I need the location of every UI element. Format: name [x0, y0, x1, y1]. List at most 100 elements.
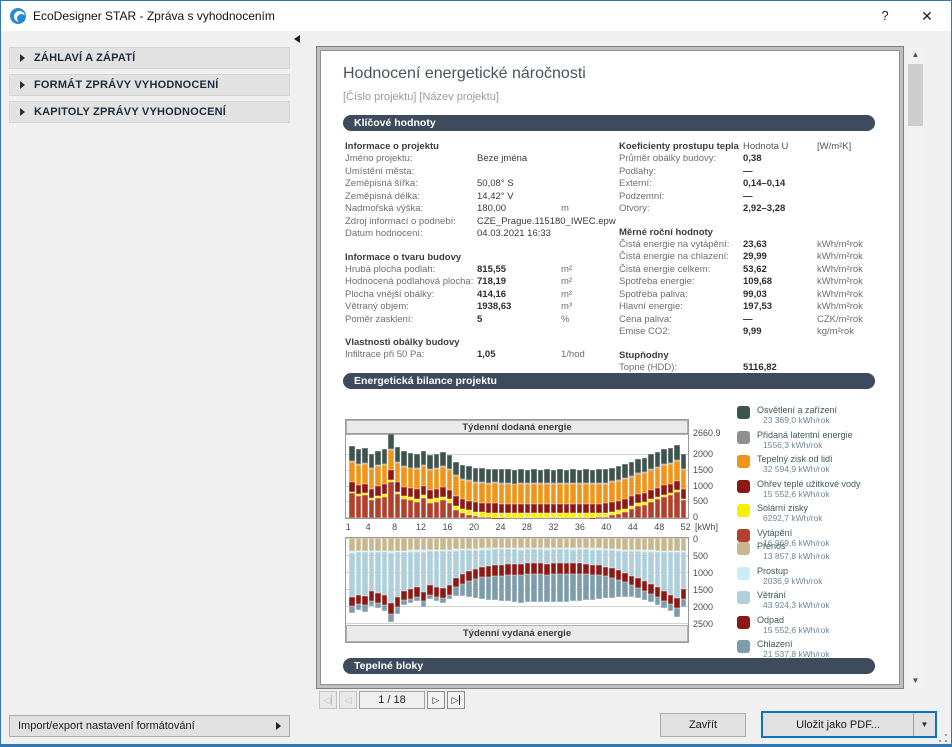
bar-segment [414, 597, 420, 602]
bar-segment [680, 550, 686, 553]
first-page-button[interactable]: ◁ [319, 691, 337, 709]
page-number-field[interactable]: 1 / 18 [359, 691, 425, 709]
next-page-button[interactable]: ▷ [427, 691, 445, 709]
bar-segment [615, 480, 621, 482]
bar-week-15 [440, 452, 446, 518]
bar-week-34 [563, 469, 569, 518]
bar-segment [381, 552, 387, 595]
bar-segment [498, 503, 504, 513]
bar-segment [609, 577, 615, 598]
bar-segment [589, 504, 595, 514]
bar-segment [563, 549, 569, 563]
bar-segment [394, 482, 400, 492]
bar-week-45 [635, 538, 641, 599]
bar-segment [557, 547, 563, 550]
bar-segment [544, 548, 550, 550]
kv-row: Podzemní: — [619, 190, 753, 202]
bar-segment [589, 548, 595, 550]
kv-row: Čistá energie celkem: 53,62 kWh/m²rok [619, 263, 863, 275]
bar-segment [661, 464, 667, 485]
save-as-pdf-button[interactable]: Uložit jako PDF... ▼ [761, 711, 937, 738]
bar-segment [648, 538, 654, 551]
bar-week-5 [375, 450, 381, 518]
bar-segment [394, 552, 400, 598]
bar-segment [576, 504, 582, 514]
resize-grip[interactable] [938, 733, 948, 743]
bar-segment [479, 468, 485, 482]
close-dialog-label: Zavřít [688, 719, 718, 731]
bar-segment [414, 550, 420, 552]
bar-segment [453, 461, 459, 476]
bar-segment [518, 575, 524, 603]
bar-segment [492, 482, 498, 484]
bar-week-12 [420, 538, 426, 607]
bar-segment [459, 499, 465, 509]
bar-segment [654, 487, 660, 497]
bar-segment [466, 480, 472, 501]
bar-segment [362, 595, 368, 606]
bar-segment [596, 538, 602, 549]
bar-segment [648, 593, 654, 603]
bar-week-30 [537, 469, 543, 518]
bar-segment [440, 452, 446, 467]
bar-segment [576, 513, 582, 518]
bar-segment [505, 575, 511, 602]
bar-week-23 [492, 538, 498, 601]
bar-segment [537, 484, 543, 504]
legend-swatch [737, 504, 750, 517]
bar-week-51 [674, 444, 680, 518]
scroll-down-icon[interactable]: ▼ [911, 676, 920, 685]
dropdown-arrow-icon[interactable]: ▼ [920, 720, 929, 729]
bar-week-21 [479, 538, 485, 600]
scroll-up-icon[interactable]: ▲ [911, 50, 920, 59]
help-button[interactable]: ? [881, 8, 889, 23]
bar-segment [375, 450, 381, 466]
close-dialog-button[interactable]: Zavřít [660, 713, 746, 737]
bar-segment [414, 498, 420, 502]
kv-row: Průměr obálky budovy: 0,38 [619, 153, 762, 164]
bar-segment [654, 496, 660, 500]
bar-segment [459, 479, 465, 500]
previous-page-button[interactable]: ◁ [339, 691, 357, 709]
bar-segment [550, 484, 556, 504]
bar-segment [596, 503, 602, 514]
bar-week-27 [518, 538, 524, 603]
collapse-panel-icon[interactable] [294, 35, 300, 43]
close-icon[interactable]: ✕ [921, 8, 933, 24]
bar-segment [537, 548, 543, 550]
bar-segment [453, 476, 459, 497]
bar-segment [407, 488, 413, 498]
bar-segment [420, 601, 426, 607]
bar-segment [459, 465, 465, 479]
legend-name: Odpad [757, 614, 785, 625]
bar-week-8 [394, 447, 400, 518]
bar-week-43 [622, 538, 628, 598]
bar-week-3 [362, 447, 368, 518]
kv-row: Emise CO2: 9,99 kg/m²rok [619, 326, 854, 337]
import-export-formatting-button[interactable]: Import/export nastavení formátování [9, 715, 290, 737]
sidebar-item-0[interactable]: ZÁHLAVÍ A ZÁPATÍ [9, 47, 290, 69]
bar-segment [388, 613, 394, 623]
bar-segment [635, 578, 641, 589]
bar-segment [466, 571, 472, 582]
bar-segment [368, 600, 374, 606]
legend-item: Prostup 2036,9 kWh/rok [737, 566, 895, 586]
bar-segment [589, 549, 595, 565]
bar-segment [433, 549, 439, 552]
bar-segment [641, 492, 647, 503]
kv-row: Jméno projektu: Beze jména [345, 153, 528, 164]
bar-week-2 [355, 538, 361, 611]
bar-segment [524, 548, 530, 550]
sidebar-item-label: ZÁHLAVÍ A ZÁPATÍ [34, 52, 136, 64]
bar-segment [583, 513, 589, 518]
bar-segment [401, 590, 407, 601]
bar-segment [596, 482, 602, 484]
sidebar-item-1[interactable]: FORMÁT ZPRÁVY VYHODNOCENÍ [9, 74, 290, 96]
bar-segment [472, 548, 478, 550]
preview-scrollbar[interactable]: ▲ ▼ [907, 46, 924, 689]
sidebar-item-2[interactable]: KAPITOLY ZPRÁVY VYHODNOCENÍ [9, 101, 290, 123]
legend-swatch [737, 455, 750, 468]
last-page-button[interactable]: ▷ [447, 691, 465, 709]
legend-value: 43 924,3 kWh/rok [763, 600, 830, 610]
scrollbar-thumb[interactable] [908, 64, 923, 126]
